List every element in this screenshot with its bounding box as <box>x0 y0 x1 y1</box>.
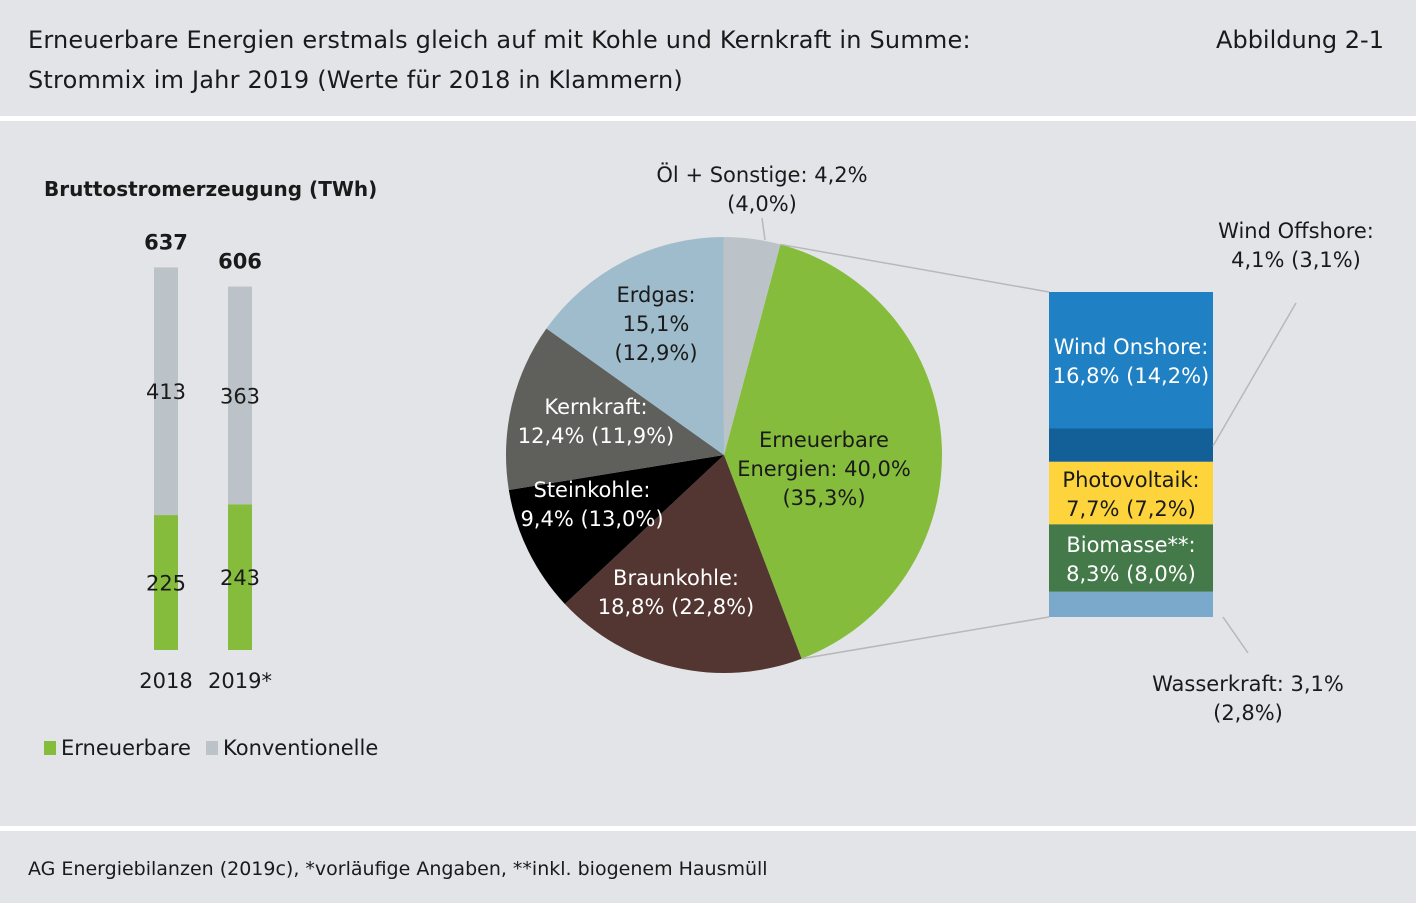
breakdown-wasserkraft <box>1049 591 1213 617</box>
legend-label: Erneuerbare <box>61 736 191 760</box>
legend-swatch <box>206 741 218 755</box>
divider-top <box>0 116 1416 121</box>
bar-erneuerbare-0 <box>154 515 178 650</box>
breakdown-label-line: 16,8% (14,2%) <box>1053 364 1210 388</box>
bar-total-label: 637 <box>144 230 188 254</box>
breakdown-label-line: Biomasse**: <box>1066 533 1195 557</box>
connector-line-top <box>780 243 1050 293</box>
header: Erneuerbare Energien erstmals gleich auf… <box>0 0 1416 116</box>
pie-label-line: 9,4% (13,0%) <box>520 507 663 531</box>
pie-label-line: Erneuerbare <box>759 428 889 452</box>
pie-label-line: Öl + Sonstige: 4,2% <box>656 162 867 187</box>
breakdown-biomasse- <box>1049 524 1213 592</box>
pie-label-line: 12,4% (11,9%) <box>518 424 675 448</box>
bar-category-label: 2019* <box>208 669 272 693</box>
connector-line-bottom <box>801 616 1050 660</box>
divider-bottom <box>0 826 1416 831</box>
bar-chart-title: Bruttostromerzeugung (TWh) <box>44 177 377 201</box>
breakdown-label-line: Wind Offshore: <box>1218 219 1374 243</box>
pie-slice-braunkohle <box>564 455 802 673</box>
breakdown-label-line: 8,3% (8,0%) <box>1066 562 1196 586</box>
bar-total-label: 606 <box>218 250 262 274</box>
figure-label: Abbildung 2-1 <box>1216 26 1384 54</box>
bar-value-label: 413 <box>146 380 186 404</box>
pie-slice-erdgas <box>546 237 724 455</box>
pie-slice-steinkohle <box>508 455 724 604</box>
pie-label-line: (4,0%) <box>727 192 797 216</box>
leader-line-offshore <box>1212 302 1297 447</box>
bar-value-label: 225 <box>146 572 186 596</box>
breakdown-photovoltaik <box>1049 461 1213 525</box>
pie-label-line: 18,8% (22,8%) <box>598 595 755 619</box>
pie-label-line: Energien: 40,0% <box>737 457 911 481</box>
pie-label-line: 15,1% <box>623 312 690 336</box>
pie-slice-öl-sonstige <box>723 237 781 455</box>
chart-title: Erneuerbare Energien erstmals gleich auf… <box>28 26 971 54</box>
pie-label-line: Braunkohle: <box>613 566 739 590</box>
chart-subtitle: Strommix im Jahr 2019 (Werte für 2018 in… <box>28 66 683 94</box>
leader-line-wasser <box>1222 616 1249 654</box>
legend-label: Konventionelle <box>223 736 378 760</box>
pie-label-line: Kernkraft: <box>544 395 647 419</box>
pie-label-line: Erdgas: <box>616 283 695 307</box>
pie-slice-kernkraft <box>506 328 724 490</box>
pie-slice-erneuerbare-energien <box>724 244 942 659</box>
breakdown-label-line: 7,7% (7,2%) <box>1066 497 1196 521</box>
leader-line-oel <box>761 217 766 241</box>
pie-label-line: (35,3%) <box>782 486 865 510</box>
breakdown-label-line: Wasserkraft: 3,1% <box>1152 672 1344 696</box>
breakdown-label-line: Wind Onshore: <box>1054 335 1209 359</box>
bar-konventionelle-1 <box>228 286 252 505</box>
breakdown-label-line: (2,8%) <box>1213 701 1283 725</box>
bar-value-label: 363 <box>220 384 260 408</box>
legend-swatch <box>44 741 56 755</box>
bar-category-label: 2018 <box>139 669 192 693</box>
chart-area: Bruttostromerzeugung (TWh) 225 413 637 2018 2… <box>44 162 1374 760</box>
bar-erneuerbare-1 <box>228 504 252 650</box>
breakdown-label-line: 4,1% (3,1%) <box>1231 248 1361 272</box>
source-note: AG Energiebilanzen (2019c), *vorläufige … <box>28 858 768 880</box>
breakdown-label-line: Photovoltaik: <box>1062 468 1199 492</box>
pie-label-line: Steinkohle: <box>533 478 650 502</box>
bar-value-label: 243 <box>220 566 260 590</box>
bar-konventionelle-0 <box>154 267 178 516</box>
breakdown-wind-offshore <box>1049 428 1213 462</box>
breakdown-wind-onshore <box>1049 292 1213 429</box>
pie-label-line: (12,9%) <box>614 341 697 365</box>
